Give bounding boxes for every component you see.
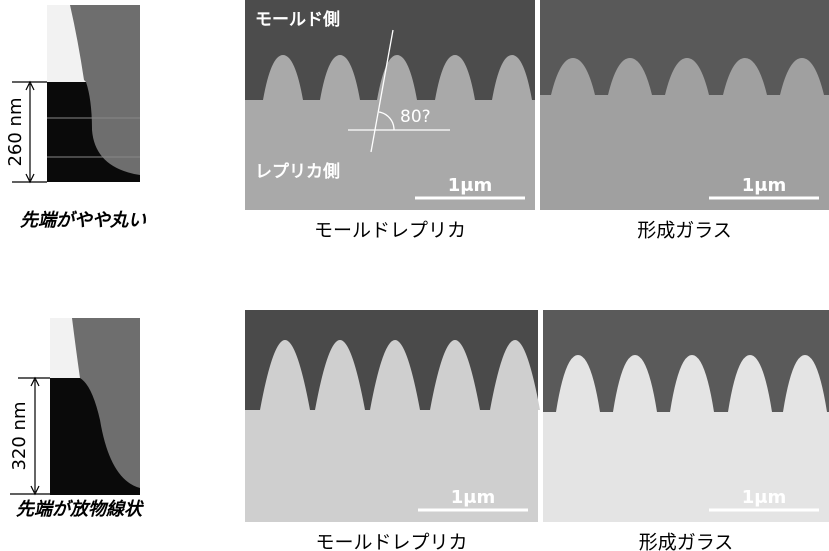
image-caption: モールドレプリカ: [314, 220, 466, 242]
scale-label: 1μm: [451, 487, 496, 508]
scale-label: 1μm: [742, 175, 787, 196]
region-label: レプリカ側: [255, 161, 340, 182]
image-caption: 形成ガラス: [639, 532, 734, 551]
image-caption: モールドレプリカ: [315, 532, 467, 551]
profile-image: [47, 5, 140, 182]
profile-caption: 先端がやや丸い: [20, 210, 147, 231]
sem-image: 1μm: [245, 310, 540, 522]
profile-caption: 先端が放物線状: [16, 499, 145, 520]
image-caption: 形成ガラス: [637, 220, 732, 242]
sem-images: 1μm 1μm 1μm 1μm: [245, 0, 829, 522]
angle-label: 80?: [400, 107, 431, 127]
profile-image: [50, 318, 140, 495]
sem-image: 1μm: [540, 0, 829, 210]
dimension-label: 320 nm: [9, 401, 30, 470]
figure: 260 nm 先端がやや丸い 320 nm 先端が放物線状 1μm1μm1μm1…: [0, 0, 829, 551]
scale-label: 1μm: [448, 175, 493, 196]
scale-label: 1μm: [742, 487, 787, 508]
region-label: モールド側: [255, 9, 340, 30]
sem-image: 1μm: [543, 310, 829, 522]
dimension-label: 260 nm: [5, 97, 26, 166]
